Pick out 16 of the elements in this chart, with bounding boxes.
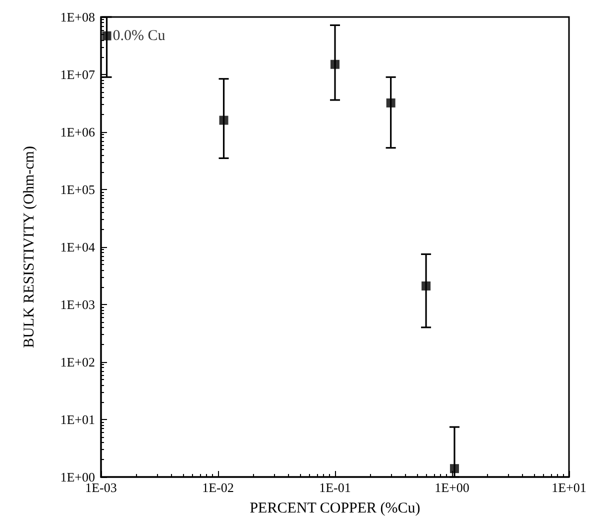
- y-tick-label: 1E+00: [60, 470, 95, 484]
- x-tick-label: 1E-01: [319, 480, 351, 495]
- y-tick-label: 1E+05: [60, 182, 95, 197]
- x-axis-title: PERCENT COPPER (%Cu): [250, 500, 420, 516]
- annotation: 0.0% Cu: [112, 28, 166, 44]
- y-tick-label: 1E+06: [60, 124, 96, 140]
- y-tick-label: 1E+03: [60, 297, 95, 312]
- y-tick-label: 1E+04: [60, 240, 96, 254]
- y-axis-title: BULK RESISTIVITY (Ohm-cm): [22, 146, 38, 348]
- x-tick-label: 1E+00: [434, 480, 470, 495]
- x-tick-label: 1E-02: [202, 480, 234, 495]
- x-tick-label: 1E+01: [552, 480, 586, 495]
- y-tick-label: 1E+08: [60, 10, 95, 24]
- y-tick-label: 1E+02: [60, 354, 95, 370]
- y-tick-label: 1E+07: [60, 67, 96, 82]
- y-tick-label: 1E+01: [60, 412, 95, 427]
